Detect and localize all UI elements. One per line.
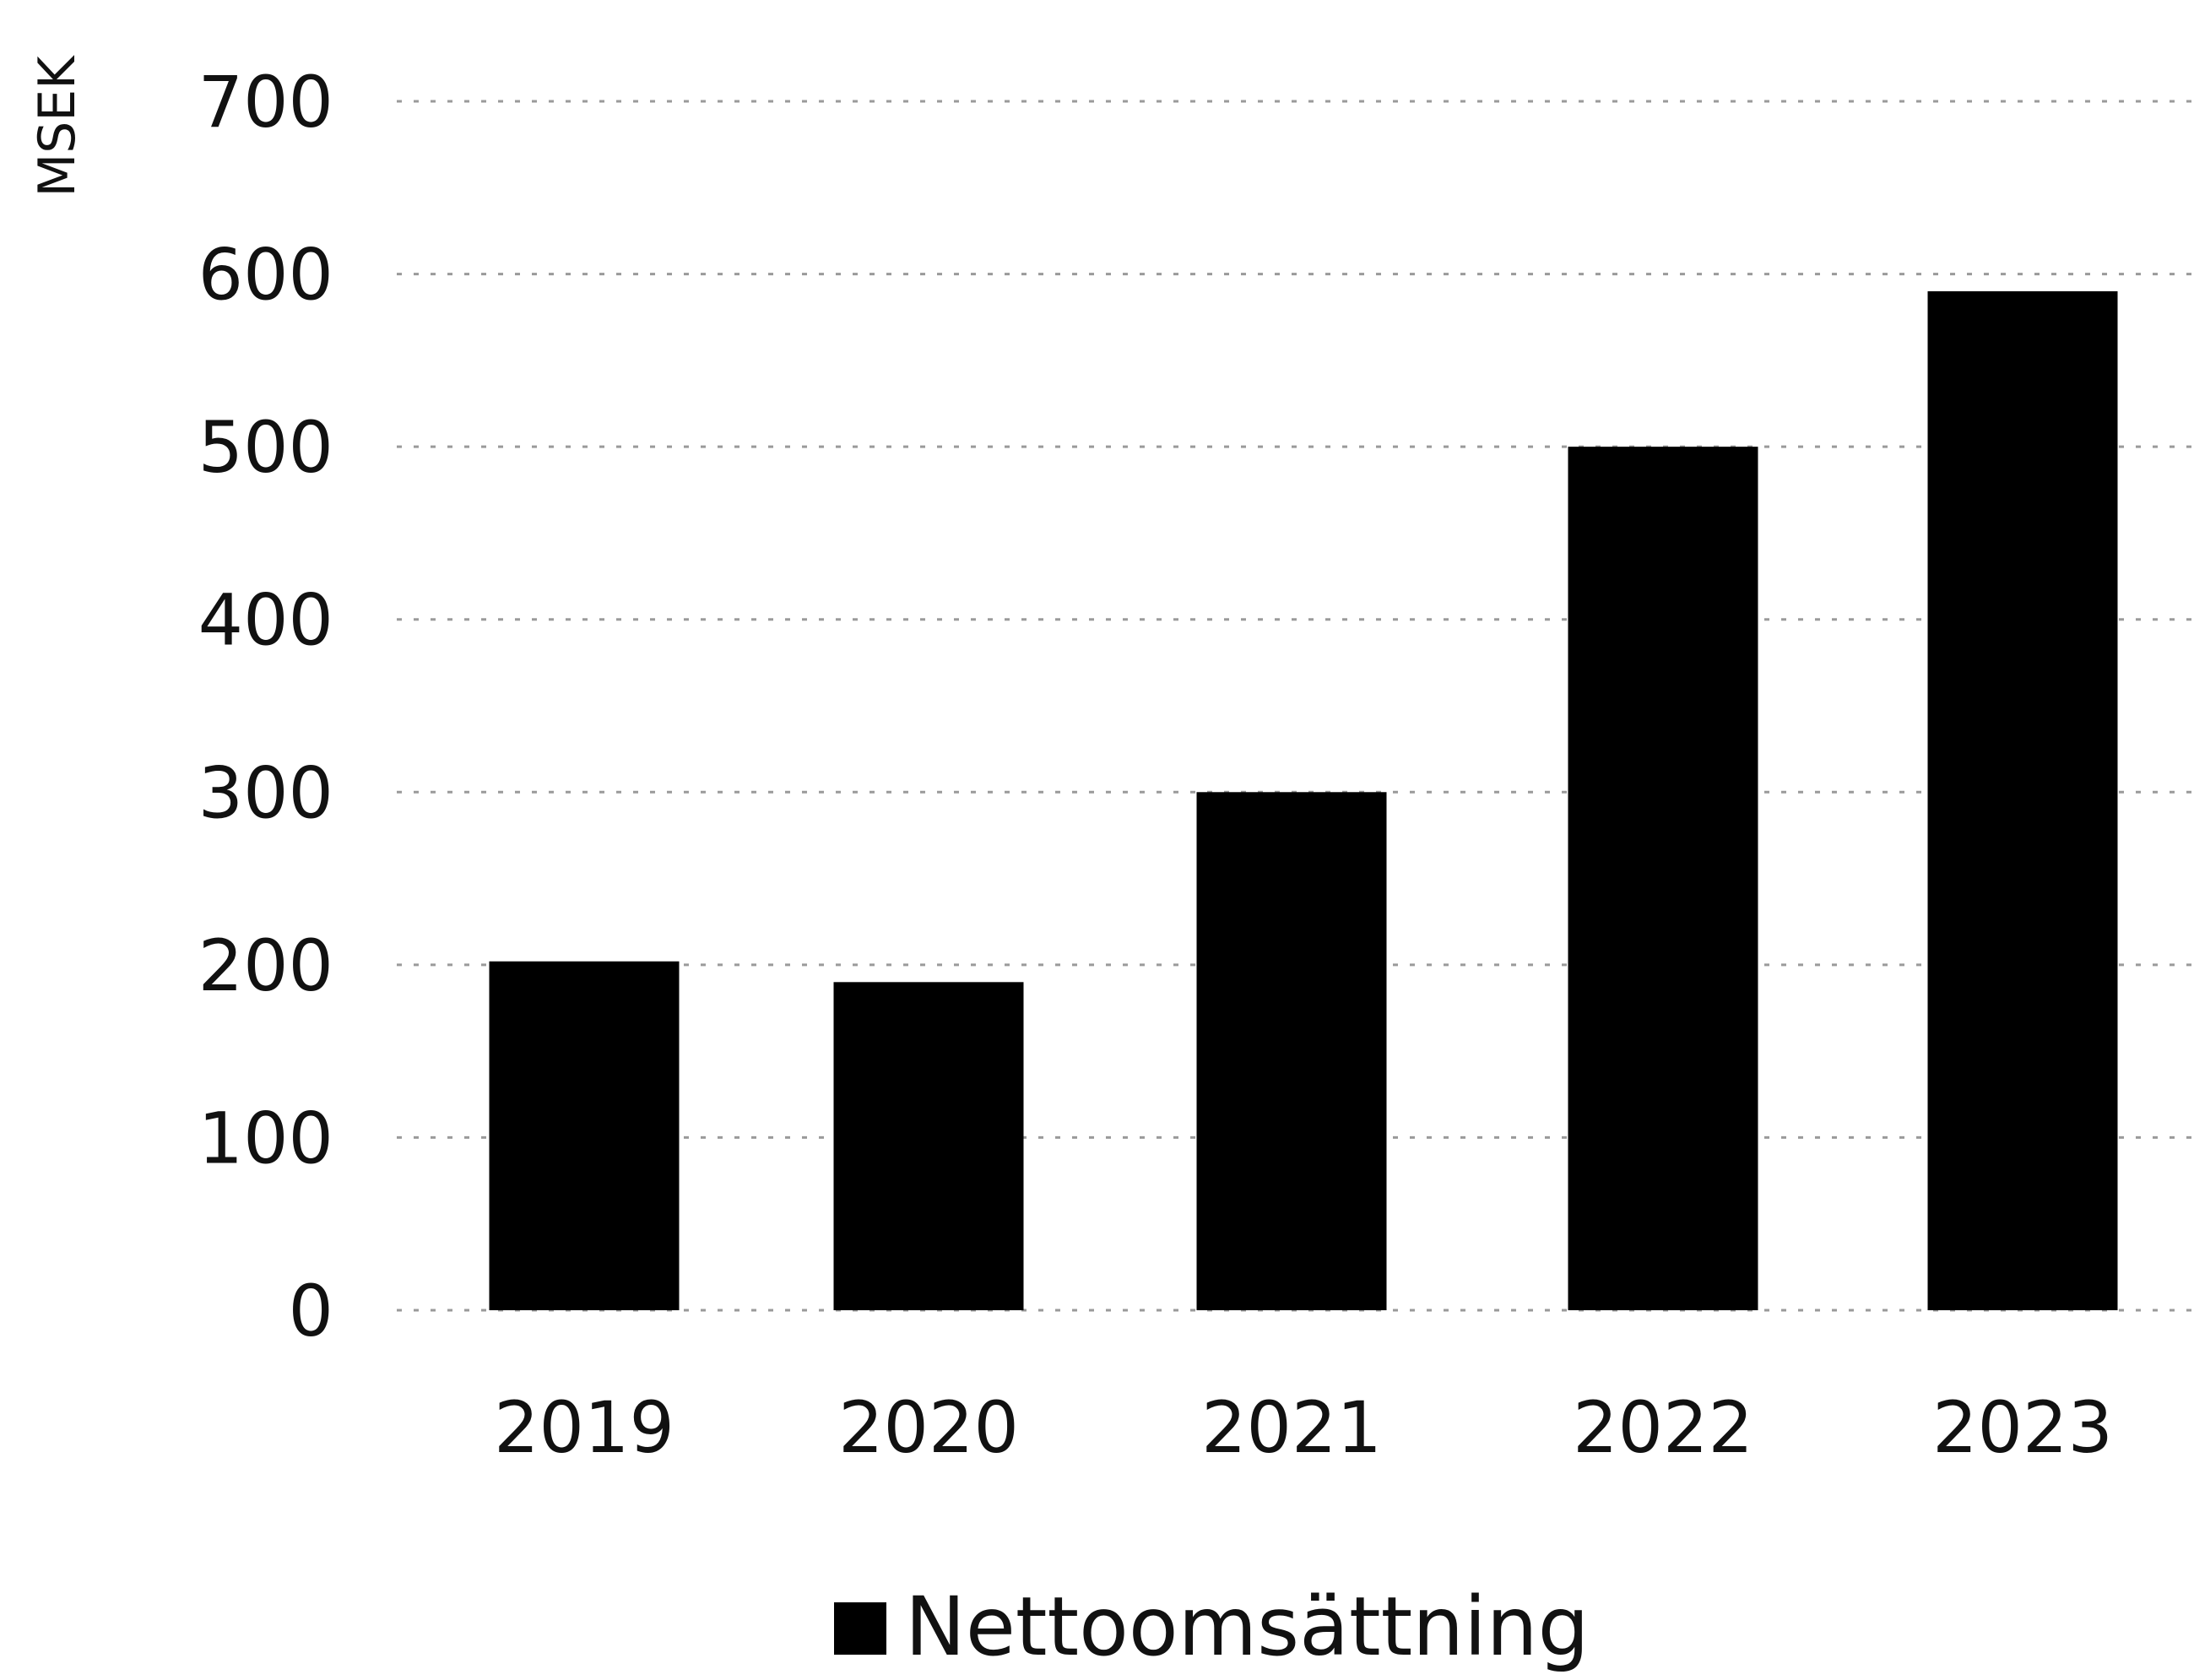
x-tick-label: 2022	[1573, 1386, 1753, 1469]
y-tick-label: 600	[198, 234, 333, 317]
y-tick-label: 500	[198, 406, 333, 489]
legend: Nettoomsättning	[834, 1580, 1590, 1674]
bar-2021	[1196, 792, 1387, 1310]
x-tick-label: 2020	[838, 1386, 1019, 1469]
x-tick-label: 2023	[1932, 1386, 2113, 1469]
legend-swatch	[834, 1602, 886, 1655]
y-tick-label: 400	[198, 579, 333, 662]
bar-2023	[1927, 291, 2118, 1310]
x-tick-label: 2021	[1201, 1386, 1382, 1469]
y-tick-label: 0	[289, 1270, 333, 1352]
legend-label: Nettoomsättning	[905, 1580, 1590, 1674]
bar-2022	[1568, 447, 1758, 1310]
y-tick-label: 200	[198, 924, 333, 1007]
bar-2019	[489, 961, 680, 1310]
x-tick-label: 2019	[494, 1386, 674, 1469]
y-tick-label: 300	[198, 751, 333, 834]
y-axis-label: MSEK	[28, 55, 87, 198]
y-tick-label: 700	[198, 61, 333, 144]
bar-2020	[833, 982, 1024, 1310]
y-tick-label: 100	[198, 1097, 333, 1179]
x-axis-ticks: 2019 2020 2021 2022 2023	[494, 1386, 2113, 1469]
bar-layer	[489, 291, 2118, 1310]
y-axis-ticks: 0 100 200 300 400 500 600 700	[198, 61, 333, 1352]
